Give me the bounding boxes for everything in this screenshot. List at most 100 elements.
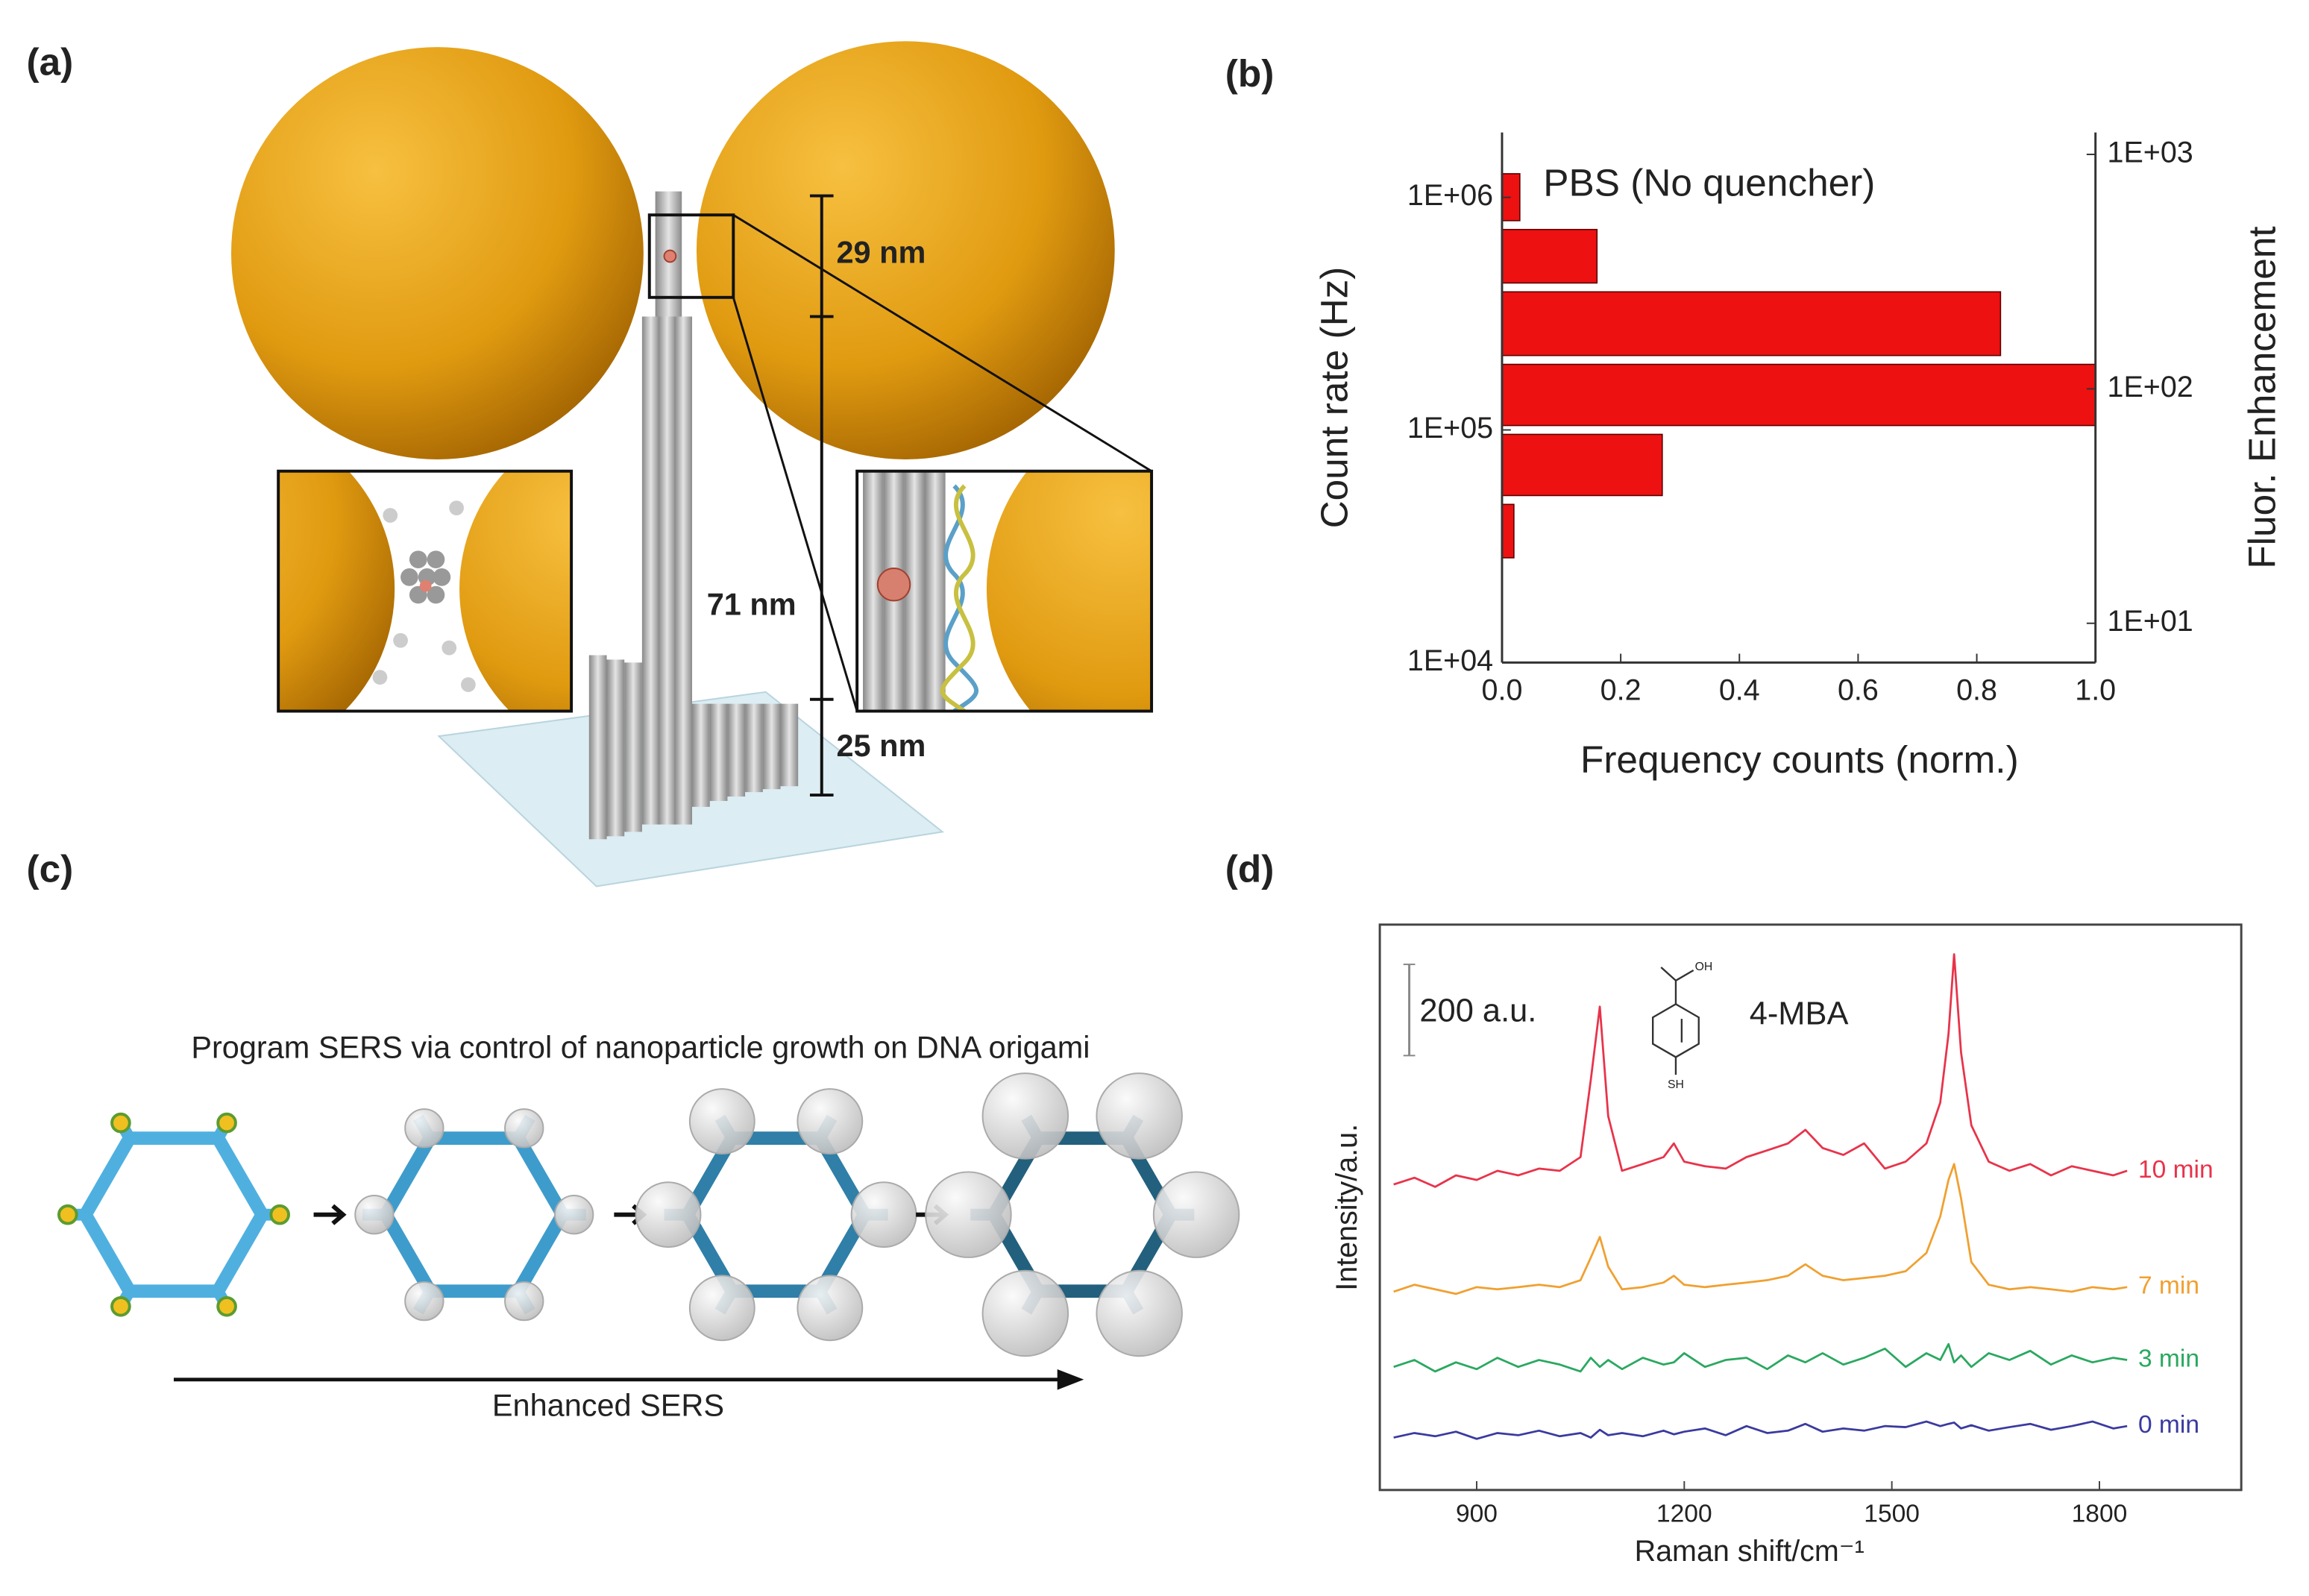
nanoparticle [635, 1181, 702, 1248]
y2-tick-label: 1E+03 [2107, 136, 2193, 169]
bar [1501, 228, 1598, 284]
x-tick-label: 0.0 [1482, 673, 1523, 706]
x-tick-label: 0.2 [1600, 673, 1642, 706]
rod [780, 703, 799, 787]
panel-title: Program SERS via control of nanoparticle… [191, 1030, 1090, 1065]
nanoparticle [504, 1108, 544, 1149]
chart-d: 900 1200 1500 1800 10 min 7 min 3 min 0 min 200 … [1331, 923, 2243, 1568]
rod [641, 316, 660, 825]
spectrum [1393, 953, 2128, 1188]
origami-hexagon [987, 1131, 1178, 1298]
spectrum [1393, 1420, 2128, 1440]
nanoparticle [688, 1275, 755, 1342]
x-tick-label: 1.0 [2075, 673, 2116, 706]
step-arrow [313, 1204, 347, 1225]
x-tick-label: 0.4 [1719, 673, 1760, 706]
nanoparticle [850, 1181, 917, 1248]
nanoparticle [1152, 1171, 1240, 1258]
arrow-head [1057, 1369, 1084, 1390]
dimension-label: 71 nm [707, 586, 797, 621]
nanoparticle [981, 1072, 1069, 1160]
plot-frame [1378, 923, 2243, 1492]
bar [1501, 291, 2002, 356]
molecule-name: 4-MBA [1750, 996, 1849, 1032]
dimension-label: 29 nm [837, 234, 926, 269]
nanoparticle [1096, 1072, 1183, 1160]
nanoparticle [504, 1281, 544, 1322]
nanoparticle [354, 1195, 395, 1235]
bar [1501, 433, 1663, 497]
y2-tick-label: 1E+02 [2107, 371, 2193, 403]
panel-a: 29 nm 71 nm 25 nm [230, 41, 1154, 887]
rod [588, 655, 607, 840]
x-tick-label: 1800 [2072, 1500, 2128, 1527]
y2-axis-label: Fluor. Enhancement [2240, 226, 2283, 568]
rod [692, 703, 710, 807]
series-label: 3 min [2138, 1345, 2199, 1372]
seed [269, 1204, 290, 1225]
bar [1501, 363, 2096, 427]
rod [709, 703, 728, 801]
zoom-line [732, 213, 1152, 472]
chart-b: 0.0 0.2 0.4 0.6 0.8 1.0 1E+04 1E+05 1E+06 1E+01 1E… [1313, 132, 2283, 781]
nanoparticle [688, 1088, 755, 1154]
panel-label: (c) [27, 847, 74, 890]
seed [57, 1204, 78, 1225]
nanoparticle [1096, 1269, 1183, 1357]
x-tick-label: 1500 [1864, 1500, 1920, 1527]
atom-label: OH [1695, 961, 1713, 973]
series-label: 10 min [2138, 1156, 2214, 1184]
x-axis-label: Raman shift/cm⁻¹ [1635, 1535, 1865, 1568]
origami-hexagon [681, 1131, 871, 1298]
panel-label: (a) [27, 40, 74, 83]
rod [674, 316, 693, 825]
rod [606, 659, 625, 837]
annotation: PBS (No quencher) [1543, 161, 1875, 204]
gold-sphere [696, 41, 1115, 459]
zoom-line [732, 297, 858, 711]
dimension-label: 25 nm [837, 728, 926, 763]
series-label: 7 min [2138, 1272, 2199, 1300]
panel-c: Program SERS via control of nanoparticle… [57, 1030, 1240, 1422]
gold-sphere [230, 47, 644, 459]
y-tick-label: 1E+06 [1407, 179, 1493, 212]
series-label: 0 min [2138, 1411, 2199, 1439]
x-tick-label: 0.8 [1956, 673, 1997, 706]
x-tick-label: 1200 [1656, 1500, 1712, 1527]
y-tick-label: 1E+04 [1407, 644, 1493, 677]
spectrum [1393, 1163, 2128, 1295]
panel-label: (b) [1225, 52, 1275, 95]
nanoparticle [404, 1108, 444, 1149]
origami-hexagon [78, 1131, 269, 1298]
benzene-ring [1652, 1003, 1700, 1058]
y-tick-label: 1E+05 [1407, 412, 1493, 444]
seed [216, 1295, 237, 1317]
seed [216, 1112, 237, 1134]
panel-label: (d) [1225, 847, 1275, 890]
arrow-label: Enhanced SERS [492, 1387, 724, 1422]
inset-frame [277, 469, 574, 713]
nanoparticle [981, 1269, 1069, 1357]
spectrum [1393, 1342, 2128, 1373]
rod [624, 662, 642, 832]
y-axis-label: Intensity/a.u. [1331, 1124, 1363, 1291]
atom-label: SH [1668, 1078, 1684, 1091]
origami-hexagon [379, 1131, 570, 1298]
seed [110, 1295, 131, 1317]
x-tick-label: 0.6 [1838, 673, 1879, 706]
dye [663, 249, 677, 263]
nanoparticle [554, 1195, 594, 1235]
nanoparticle [797, 1088, 864, 1154]
origami-pillar [588, 191, 799, 840]
scale-bar [809, 194, 834, 797]
inset-right [857, 471, 1152, 711]
inset-left [278, 471, 572, 711]
bar [1501, 503, 1515, 559]
y-axis-label: Count rate (Hz) [1313, 267, 1355, 529]
rod [762, 703, 781, 790]
rod [727, 703, 746, 797]
inset-frame [855, 469, 1154, 713]
scale-bar-label: 200 a.u. [1419, 993, 1536, 1029]
